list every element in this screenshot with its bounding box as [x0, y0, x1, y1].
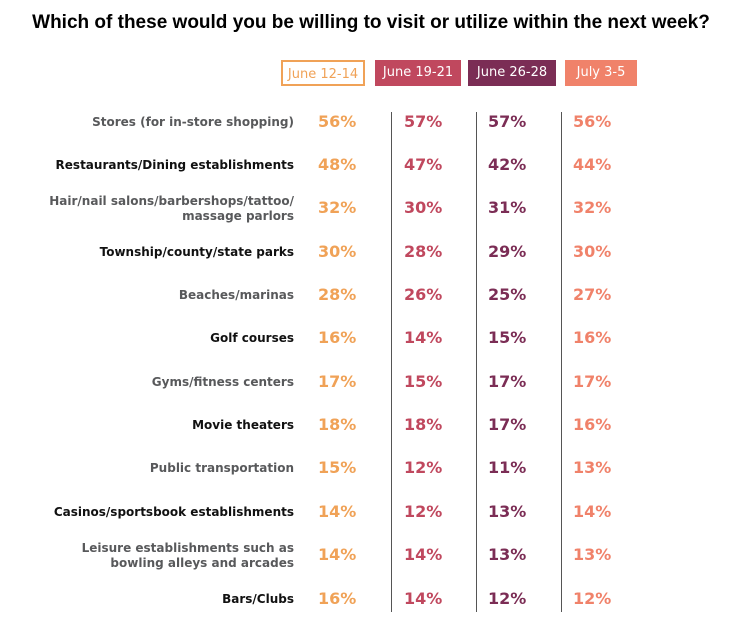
row-label: Movie theaters: [192, 418, 294, 432]
row-label: Bars/Clubs: [222, 592, 294, 606]
value-cell: 14%: [573, 502, 612, 521]
value-cell: 13%: [573, 458, 612, 477]
value-cell: 17%: [488, 415, 527, 434]
column-header-3: June 26-28: [468, 60, 556, 86]
row-label: Public transportation: [149, 461, 294, 475]
value-cell: 56%: [318, 112, 357, 131]
value-cell: 42%: [488, 155, 527, 174]
value-cell: 17%: [318, 372, 357, 391]
value-cell: 14%: [404, 545, 443, 564]
row-label: Gyms/fitness centers: [151, 375, 294, 389]
value-cell: 17%: [573, 372, 612, 391]
column-divider: [476, 112, 477, 612]
value-cell: 44%: [573, 155, 612, 174]
value-cell: 28%: [404, 242, 443, 261]
value-cell: 31%: [488, 198, 527, 217]
value-cell: 16%: [318, 328, 357, 347]
value-cell: 57%: [488, 112, 527, 131]
value-cell: 12%: [488, 589, 527, 608]
value-cell: 18%: [318, 415, 357, 434]
value-cell: 14%: [404, 589, 443, 608]
value-cell: 18%: [404, 415, 443, 434]
column-divider: [561, 112, 562, 612]
value-cell: 14%: [404, 328, 443, 347]
value-cell: 16%: [573, 328, 612, 347]
column-header-1: June 12-14: [281, 60, 365, 86]
row-label: Hair/nail salons/barbershops/tattoo/ mas…: [49, 194, 294, 223]
value-cell: 30%: [573, 242, 612, 261]
value-cell: 28%: [318, 285, 357, 304]
value-cell: 56%: [573, 112, 612, 131]
value-cell: 13%: [573, 545, 612, 564]
value-cell: 32%: [318, 198, 357, 217]
column-divider: [391, 112, 392, 612]
column-header-4: July 3-5: [565, 60, 637, 86]
row-label: Casinos/sportsbook establishments: [53, 505, 294, 519]
value-cell: 15%: [488, 328, 527, 347]
row-label: Golf courses: [210, 331, 294, 345]
value-cell: 30%: [404, 198, 443, 217]
value-cell: 27%: [573, 285, 612, 304]
value-cell: 29%: [488, 242, 527, 261]
value-cell: 13%: [488, 545, 527, 564]
value-cell: 17%: [488, 372, 527, 391]
value-cell: 57%: [404, 112, 443, 131]
value-cell: 11%: [488, 458, 527, 477]
row-label: Restaurants/Dining establishments: [55, 158, 294, 172]
value-cell: 12%: [404, 458, 443, 477]
value-cell: 32%: [573, 198, 612, 217]
value-cell: 25%: [488, 285, 527, 304]
column-header-2: June 19-21: [375, 60, 461, 86]
value-cell: 15%: [404, 372, 443, 391]
value-cell: 13%: [488, 502, 527, 521]
value-cell: 12%: [404, 502, 443, 521]
value-cell: 14%: [318, 502, 357, 521]
value-cell: 15%: [318, 458, 357, 477]
row-label: Beaches/marinas: [178, 288, 294, 302]
chart-title: Which of these would you be willing to v…: [32, 12, 710, 33]
value-cell: 16%: [318, 589, 357, 608]
value-cell: 48%: [318, 155, 357, 174]
row-label: Township/county/state parks: [99, 245, 294, 259]
value-cell: 47%: [404, 155, 443, 174]
value-cell: 12%: [573, 589, 612, 608]
row-label: Stores (for in-store shopping): [92, 115, 294, 129]
value-cell: 16%: [573, 415, 612, 434]
value-cell: 26%: [404, 285, 443, 304]
row-label: Leisure establishments such as bowling a…: [81, 541, 294, 570]
value-cell: 30%: [318, 242, 357, 261]
value-cell: 14%: [318, 545, 357, 564]
